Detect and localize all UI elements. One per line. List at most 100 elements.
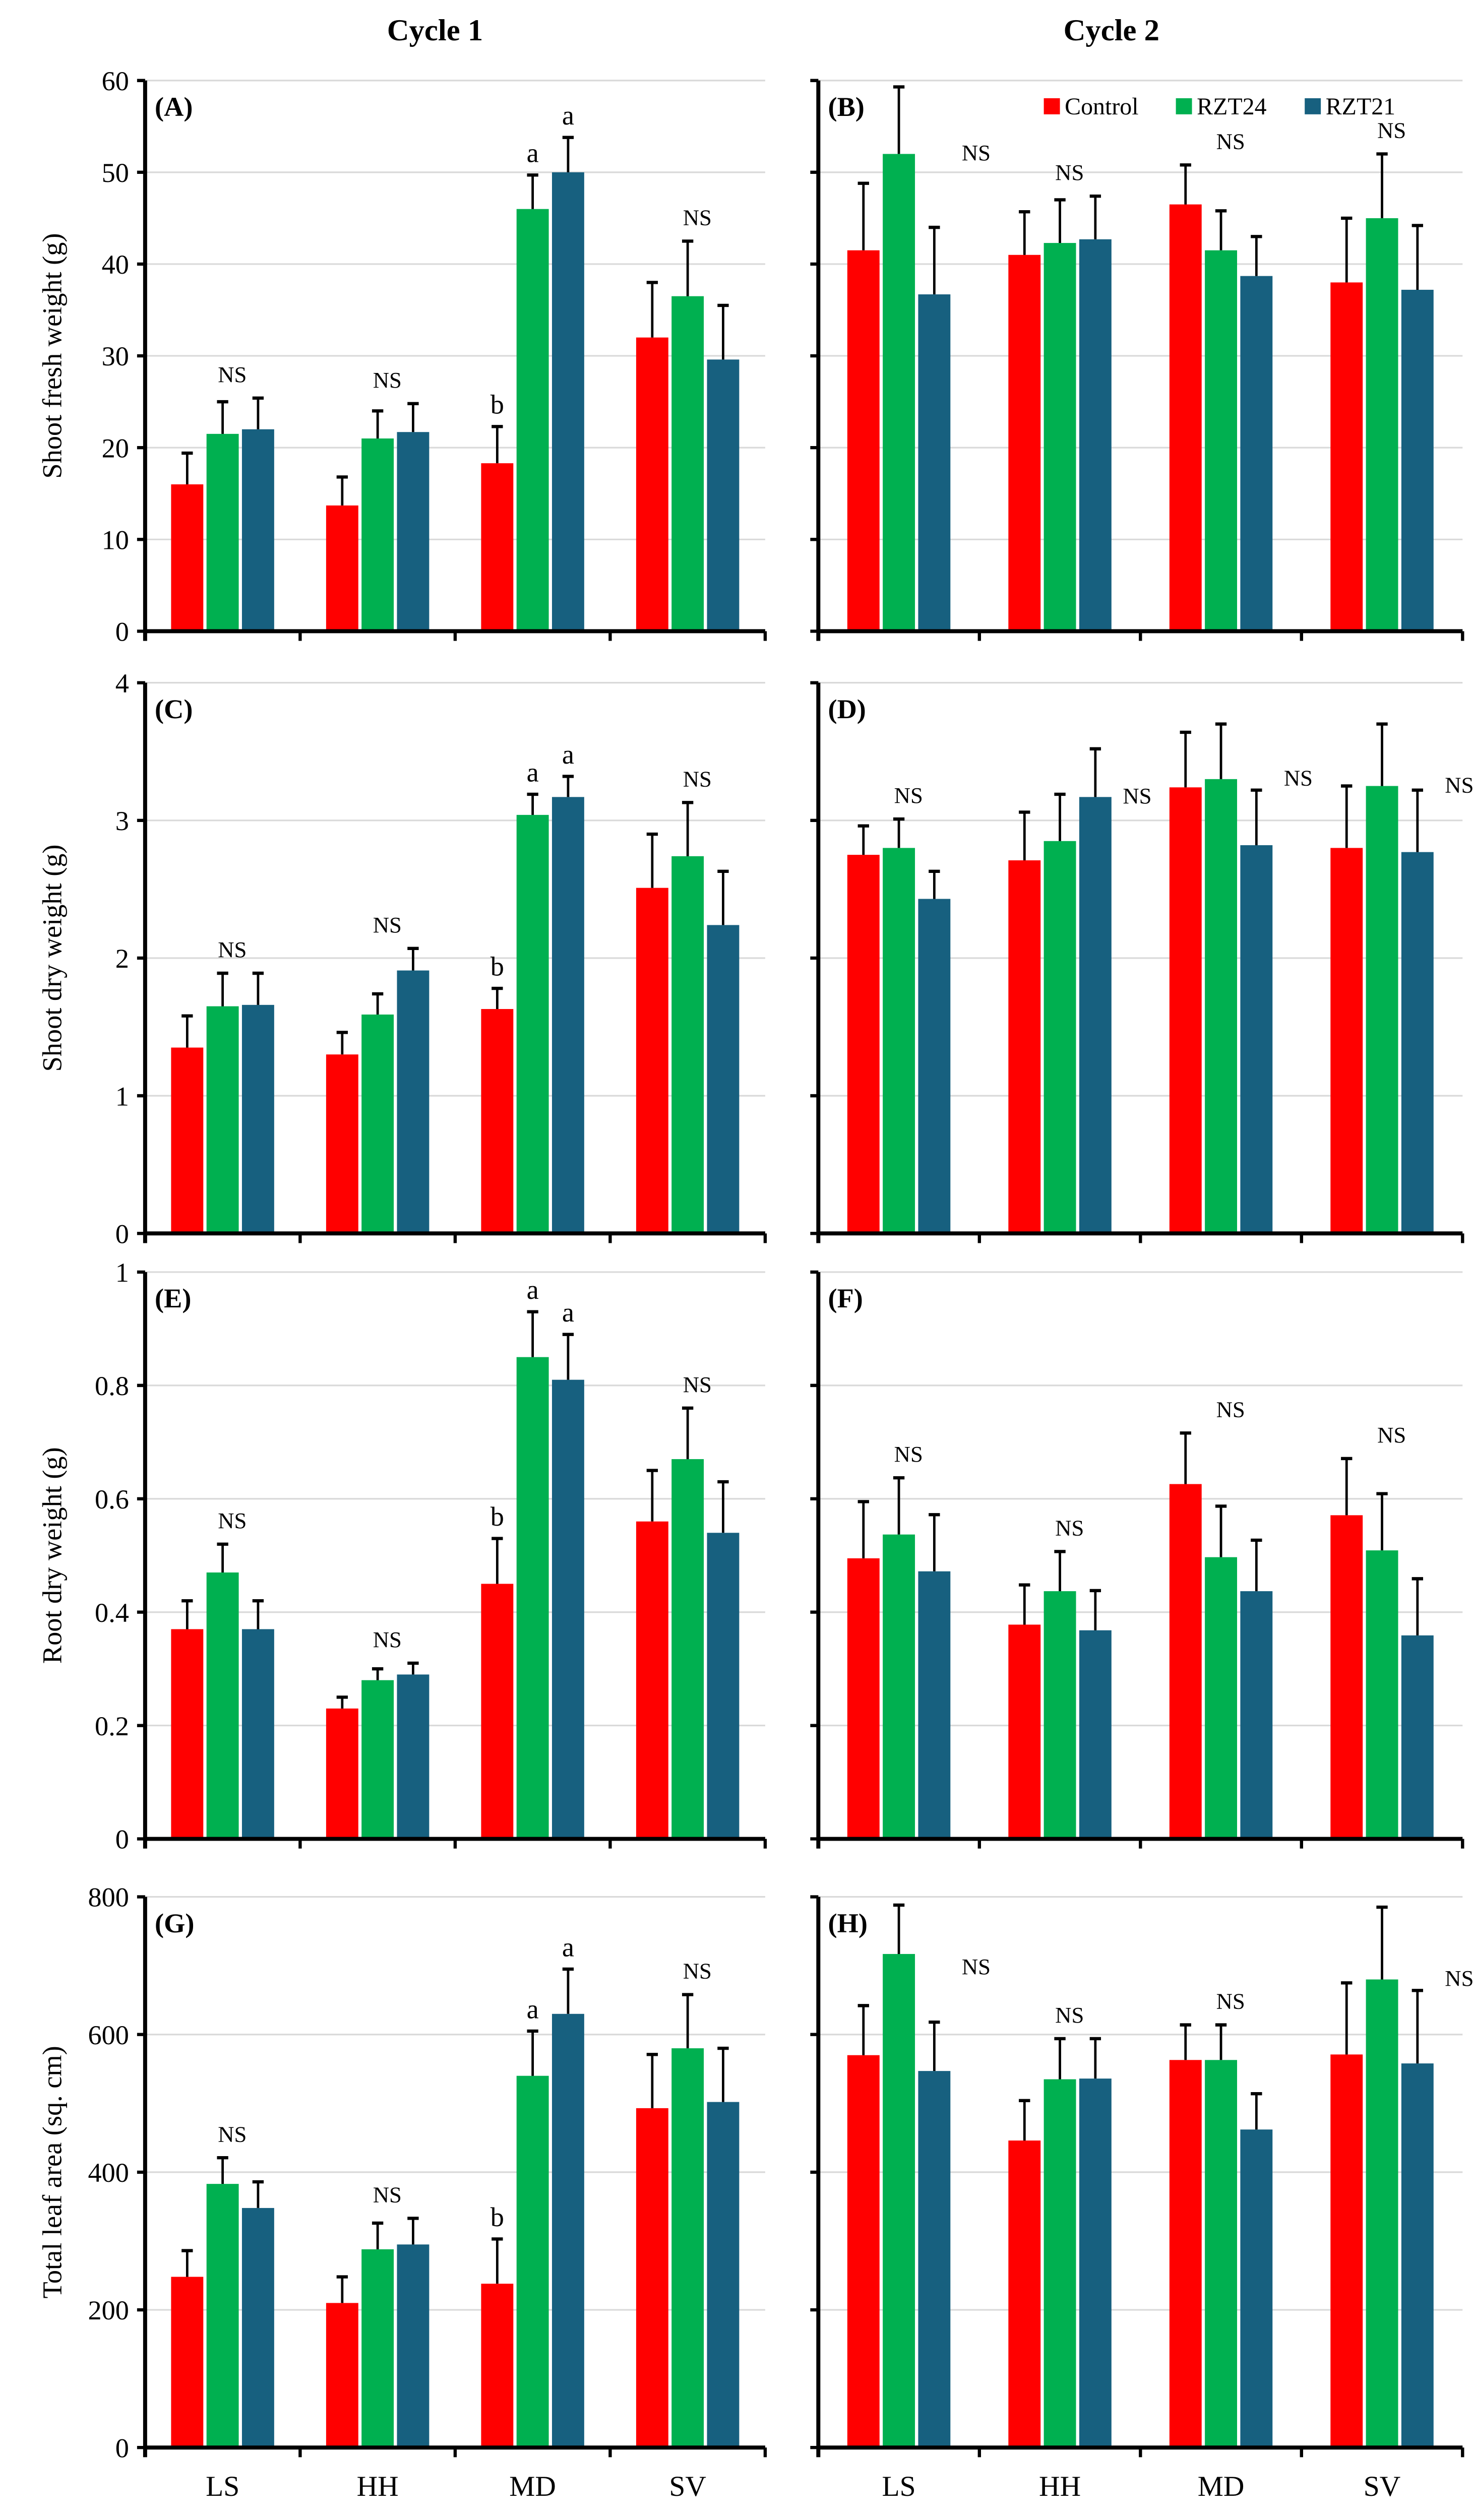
significance-label: NS <box>894 1441 923 1467</box>
bar-rzt24-md <box>516 1357 549 1839</box>
bar-control-sv <box>1330 1515 1363 1839</box>
bar-control-sv <box>1330 282 1363 632</box>
bar-control-hh <box>1008 255 1041 632</box>
significance-label: NS <box>218 937 247 962</box>
y-tick-label: 3 <box>115 806 129 836</box>
y-tick-label: 0.8 <box>95 1371 129 1401</box>
legend: Control RZT24 RZT21 <box>1043 93 1395 120</box>
significance-label: NS <box>683 1959 712 1984</box>
significance-letter: a <box>527 1994 539 2024</box>
y-tick-label: 10 <box>102 525 129 555</box>
bar-rzt21-md <box>1240 2129 1273 2448</box>
bar-rzt24-hh <box>1043 243 1076 632</box>
x-tick-label: HH <box>357 2471 399 2502</box>
panel-label: (G) <box>155 1908 194 1938</box>
x-tick-label: SV <box>669 2471 706 2502</box>
significance-letter: a <box>562 1297 574 1328</box>
bar-rzt21-sv <box>1401 289 1434 632</box>
y-tick-label: 200 <box>88 2295 129 2325</box>
significance-label: NS <box>1123 783 1151 808</box>
significance-letter: a <box>527 138 539 168</box>
panel-g: 0 200 400 600 800 Total leaf area (sq. cm) NS L… <box>37 1882 767 2502</box>
bar-rzt21-ls <box>241 2208 274 2448</box>
bar-rzt24-md <box>516 209 549 632</box>
y-tick-label: 0 <box>115 2433 129 2463</box>
significance-label: NS <box>1055 160 1084 185</box>
column-title-cycle-1: Cycle 1 <box>387 14 483 47</box>
significance-label: NS <box>1377 1422 1406 1447</box>
x-tick-label: LS <box>882 2471 916 2502</box>
x-tick-label: MD <box>509 2471 556 2502</box>
bar-control-md <box>1169 787 1202 1234</box>
bar-control-hh <box>1008 860 1041 1234</box>
y-tick-label: 0 <box>115 1824 129 1855</box>
bar-control-ls <box>171 484 204 632</box>
bar-rzt24-ls <box>206 1572 239 1839</box>
bar-rzt21-ls <box>241 1004 274 1234</box>
bar-rzt24-sv <box>671 1459 704 1839</box>
bar-rzt21-sv <box>1401 1635 1434 1839</box>
bar-rzt21-md <box>551 797 584 1234</box>
bar-control-hh <box>326 1708 358 1839</box>
bar-rzt24-md <box>516 2075 549 2448</box>
legend-swatch-rzt21 <box>1305 98 1321 114</box>
y-tick-label: 20 <box>102 433 129 463</box>
y-tick-label: 2 <box>115 943 129 974</box>
legend-label: RZT21 <box>1326 93 1395 120</box>
legend-swatch-rzt24 <box>1176 98 1192 114</box>
significance-label: NS <box>373 367 402 393</box>
significance-letter: b <box>490 390 504 420</box>
significance-label: NS <box>1216 1989 1245 2014</box>
significance-letter: a <box>527 757 539 787</box>
y-tick-label: 600 <box>88 2020 129 2050</box>
bar-control-md <box>481 1009 514 1234</box>
panel-label: (F) <box>828 1283 863 1313</box>
x-tick-label: LS <box>206 2471 239 2502</box>
bar-rzt21-ls <box>918 294 951 632</box>
bar-control-ls <box>171 1629 204 1839</box>
y-axis-title: Root dry weight (g) <box>37 1447 68 1664</box>
significance-label: NS <box>962 1954 991 1979</box>
y-tick-label: 1 <box>115 1081 129 1111</box>
bar-rzt24-sv <box>1366 218 1398 632</box>
bar-rzt21-hh <box>397 970 429 1234</box>
bar-control-sv <box>636 888 668 1234</box>
bar-rzt21-hh <box>1079 2078 1112 2448</box>
significance-label: NS <box>683 766 712 791</box>
y-tick-label: 400 <box>88 2158 129 2188</box>
bar-rzt24-hh <box>361 1014 394 1234</box>
panel-label: (D) <box>828 694 866 724</box>
bar-rzt24-hh <box>361 1680 394 1839</box>
y-tick-label: 50 <box>102 158 129 188</box>
bar-control-sv <box>1330 848 1363 1234</box>
bar-rzt24-ls <box>206 1006 239 1234</box>
bar-rzt24-hh <box>1043 841 1076 1234</box>
significance-label: NS <box>1216 129 1245 154</box>
bar-rzt21-hh <box>1079 797 1112 1234</box>
panel-h: NS LS NS HH NS MD NS SV (H) <box>810 1895 1473 2502</box>
bar-rzt21-sv <box>707 1533 740 1839</box>
bar-control-sv <box>636 1521 668 1839</box>
y-tick-label: 40 <box>102 249 129 280</box>
significance-letter: b <box>490 2202 504 2232</box>
y-tick-label: 1 <box>115 1257 129 1288</box>
significance-label: NS <box>683 205 712 230</box>
y-tick-label: 30 <box>102 341 129 371</box>
bar-control-ls <box>847 1558 880 1839</box>
column-title-cycle-2: Cycle 2 <box>1064 14 1159 47</box>
bar-control-ls <box>847 250 880 632</box>
y-tick-label: 0 <box>115 1219 129 1249</box>
bar-rzt21-md <box>1240 276 1273 632</box>
bar-rzt21-hh <box>1079 1630 1112 1839</box>
bar-control-hh <box>326 1054 358 1234</box>
significance-label: NS <box>1377 117 1406 143</box>
bar-control-ls <box>171 1047 204 1234</box>
significance-label: NS <box>373 1627 402 1652</box>
y-tick-label: 60 <box>102 66 129 96</box>
bar-rzt21-md <box>1240 845 1273 1234</box>
significance-label: NS <box>373 912 402 937</box>
bar-control-hh <box>1008 2140 1041 2448</box>
bar-control-md <box>481 1584 514 1839</box>
bar-control-ls <box>171 2277 204 2448</box>
bar-control-md <box>1169 2060 1202 2448</box>
